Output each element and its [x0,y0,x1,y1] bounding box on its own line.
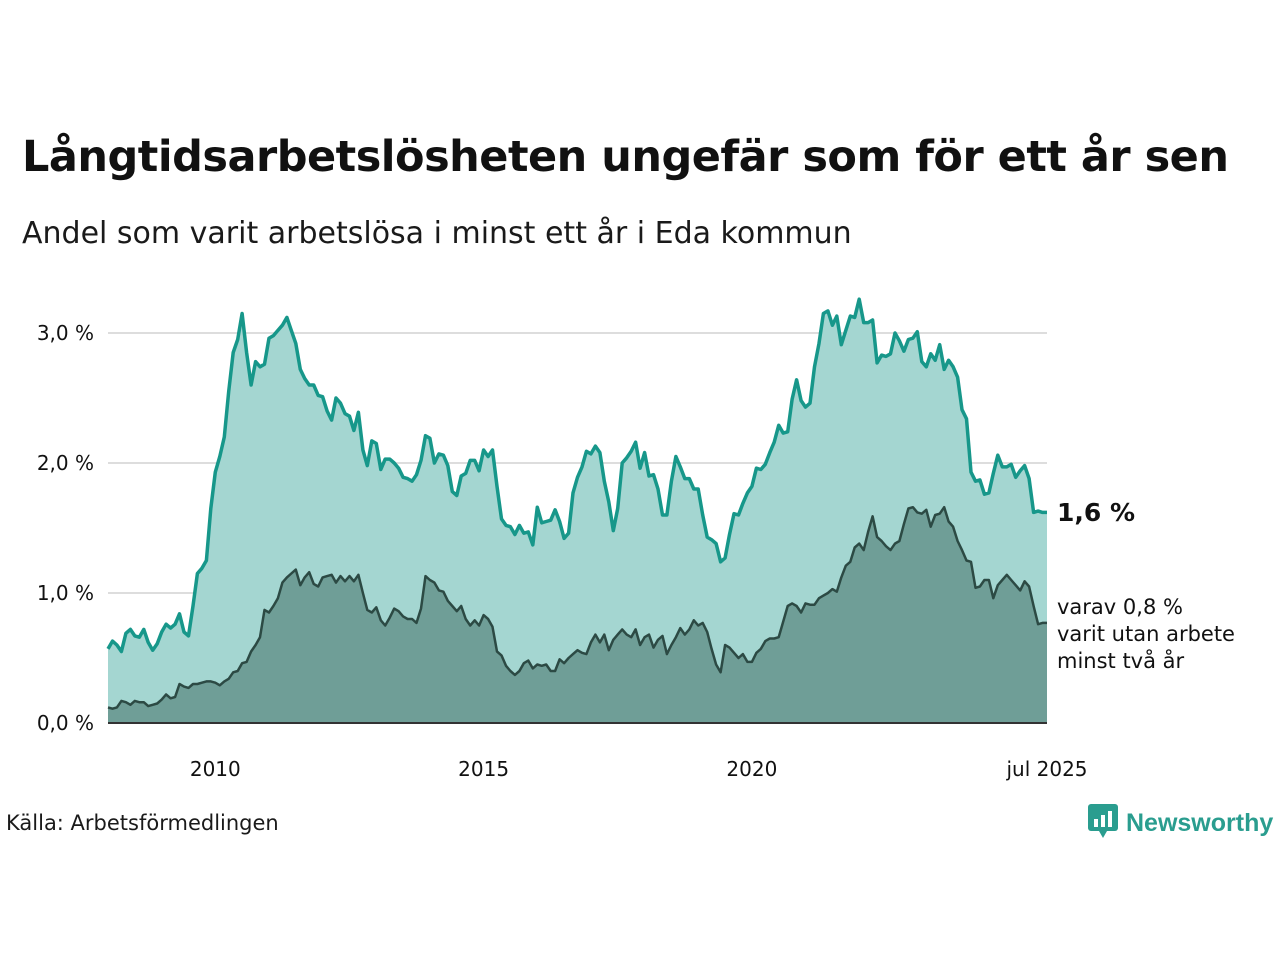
y-tick-label: 0,0 % [37,711,94,735]
end-sub-label-line-3: minst två år [1057,648,1185,673]
brand-logo[interactable]: Newsworthy [1088,804,1273,842]
chart-title: Långtidsarbetslösheten ungefär som för e… [22,132,1229,182]
end-sub-label-line-2: varit utan arbete [1057,622,1235,646]
chart-areas [106,297,1047,723]
x-tick-label: 2010 [190,757,241,781]
x-tick-label: 2015 [458,757,509,781]
brand-name: Newsworthy [1126,808,1274,837]
area-chart: 0,0 % 1,0 % 2,0 % 3,0 % 2010 2015 2020 jul 2025… [37,297,1235,781]
x-tick-label: 2020 [726,757,777,781]
end-labels: 1,6 % varav 0,8 % varit utan arbete mins… [1057,498,1235,673]
series-area-over_two_years [108,507,1047,723]
series-line-over_two_years [107,505,1047,710]
y-tick-label: 3,0 % [37,321,94,345]
end-value-label: 1,6 % [1057,498,1135,527]
source-note: Källa: Arbetsförmedlingen [6,811,279,835]
chart-subtitle: Andel som varit arbetslösa i minst ett å… [22,216,852,251]
x-tick-label: jul 2025 [1005,757,1087,781]
series-line-long_term [106,297,1047,654]
end-sub-label-line-1: varav 0,8 % [1057,595,1183,619]
axes: 0,0 % 1,0 % 2,0 % 3,0 % 2010 2015 2020 jul 2025 [37,321,1088,781]
newsworthy-logo-icon [1088,804,1118,842]
y-tick-label: 2,0 % [37,451,94,475]
y-tick-label: 1,0 % [37,581,94,605]
